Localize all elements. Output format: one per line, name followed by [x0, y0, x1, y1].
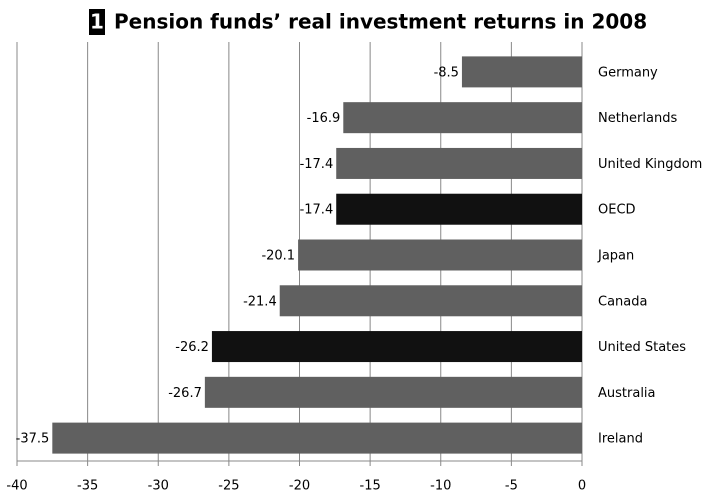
value-label: -8.5: [434, 65, 459, 80]
badge: 1: [90, 10, 104, 34]
value-label: -37.5: [16, 432, 50, 447]
x-tick-label: -25: [218, 479, 239, 493]
value-label: -21.4: [243, 294, 277, 309]
value-label: -17.4: [300, 157, 334, 172]
x-tick-label: -35: [77, 479, 98, 493]
bar: [336, 193, 582, 225]
y-tick-label: Canada: [598, 294, 647, 309]
x-tick-label: -5: [505, 479, 518, 493]
badge-box: [89, 9, 105, 35]
bar: [279, 285, 582, 317]
value-label: -20.1: [261, 249, 295, 264]
y-tick-label: OECD: [598, 203, 636, 218]
x-tick-label: -40: [6, 479, 27, 493]
x-tick-label: -20: [289, 479, 310, 493]
x-tick-label: 0: [578, 479, 586, 493]
y-tick-label: Germany: [598, 65, 658, 80]
value-label: -26.7: [168, 386, 202, 401]
y-tick-label: United States: [598, 340, 686, 355]
y-tick-label: Netherlands: [598, 111, 677, 126]
x-tick-label: -15: [360, 479, 381, 493]
x-tick-label: -10: [430, 479, 451, 493]
bar: [336, 147, 582, 179]
bar: [211, 331, 583, 363]
bar: [52, 422, 582, 454]
y-tick-label: Ireland: [598, 432, 643, 447]
value-label: -17.4: [300, 203, 334, 218]
value-label: -16.9: [307, 111, 341, 126]
bar: [204, 376, 583, 408]
y-tick-label: Australia: [598, 386, 656, 401]
value-label: -26.2: [175, 340, 209, 355]
bar: [461, 56, 582, 88]
chart-title: Pension funds’ real investment returns i…: [114, 10, 647, 34]
bar: [343, 102, 582, 134]
bar: [298, 239, 582, 271]
y-tick-label: United Kingdom: [598, 157, 702, 172]
x-tick-label: -30: [148, 479, 169, 493]
y-tick-label: Japan: [597, 249, 634, 264]
